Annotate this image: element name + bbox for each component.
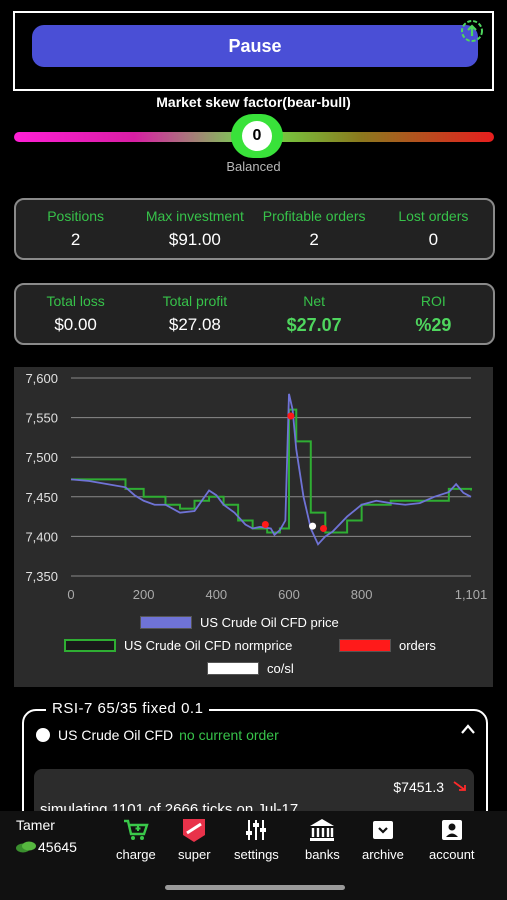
skew-status: Balanced <box>226 159 281 174</box>
legend-swatch-orders <box>339 639 391 652</box>
user-name: Tamer <box>16 817 55 833</box>
series-line-normprice <box>71 408 472 534</box>
coin-balance: 45645 <box>38 839 77 855</box>
stat-value: %29 <box>415 314 452 335</box>
skew-value: 0 <box>242 121 272 151</box>
order-point <box>319 524 327 532</box>
legend-item-normprice: US Crude Oil CFD normprice <box>64 638 292 653</box>
nav-account[interactable]: account <box>429 817 475 862</box>
nav-super[interactable]: super <box>178 817 211 862</box>
account-icon <box>441 820 462 840</box>
order-point <box>287 412 295 420</box>
legend-swatch-price <box>140 616 192 629</box>
order-point <box>261 521 269 529</box>
cart-icon <box>123 819 149 840</box>
price-chart-svg: 7,600 7,550 7,500 7,450 7,400 7,350 0 200 400 600… <box>25 371 488 602</box>
stat-value: $0.00 <box>54 315 97 334</box>
y-tick-label: 7,350 <box>25 569 58 584</box>
x-tick-label: 800 <box>351 587 373 602</box>
stat-positions: Positions 2 <box>16 200 135 258</box>
stat-total-loss: Total loss $0.00 <box>16 285 135 343</box>
x-tick-label: 200 <box>133 587 155 602</box>
legend-swatch-cosl <box>207 662 259 675</box>
stat-label: Total loss <box>46 293 105 309</box>
stat-lost-orders: Lost orders 0 <box>374 200 493 258</box>
nav-banks[interactable]: banks <box>305 817 340 862</box>
stat-label: Max investment <box>145 208 244 224</box>
instrument-name: US Crude Oil CFD <box>58 727 174 743</box>
control-frame: Pause <box>13 11 494 91</box>
legend-label: orders <box>399 638 436 653</box>
stat-label: ROI <box>420 292 446 309</box>
legend-label: co/sl <box>267 661 294 676</box>
archive-icon <box>372 821 393 839</box>
legend-label: US Crude Oil CFD price <box>200 615 339 630</box>
nav-archive[interactable]: archive <box>362 817 404 862</box>
legend-item-orders: orders <box>339 638 436 653</box>
legend-item-price: US Crude Oil CFD price <box>140 615 339 630</box>
current-price: $7451.3 <box>393 779 444 795</box>
x-tick-label: 400 <box>205 587 227 602</box>
nav-label: archive <box>362 847 404 862</box>
stat-max-investment: Max investment $91.00 <box>135 200 254 258</box>
pause-button[interactable]: Pause <box>32 25 478 67</box>
stat-value: 2 <box>70 230 81 249</box>
skew-title: Market skew factor(bear-bull) <box>156 94 351 110</box>
stat-label: Total profit <box>162 293 228 309</box>
stat-roi: ROI %29 <box>374 285 493 343</box>
trend-down-arrow-icon <box>453 781 466 791</box>
stat-value: 0 <box>428 230 439 249</box>
legend-swatch-normprice <box>64 639 116 652</box>
x-tick-label: 600 <box>278 587 300 602</box>
stat-label: Positions <box>47 208 105 224</box>
stat-label: Net <box>303 292 326 309</box>
series-line-price <box>70 393 472 546</box>
stat-value: $27.07 <box>286 314 342 335</box>
home-indicator[interactable] <box>165 885 345 890</box>
y-tick-label: 7,400 <box>25 529 58 544</box>
stat-profitable-orders: Profitable orders 2 <box>255 200 374 258</box>
super-badge-icon <box>183 819 206 842</box>
chevron-up-icon[interactable] <box>460 723 476 735</box>
stat-total-profit: Total profit $27.08 <box>135 285 254 343</box>
y-tick-label: 7,500 <box>25 450 58 465</box>
coins-icon <box>16 841 36 853</box>
stat-net: Net $27.07 <box>255 285 374 343</box>
user-coins: 45645 <box>16 839 77 855</box>
sliders-icon <box>246 820 267 840</box>
y-tick-label: 7,450 <box>25 490 58 505</box>
x-tick-label: 1,101 <box>455 587 488 602</box>
stat-label: Profitable orders <box>262 208 366 224</box>
nav-label: banks <box>305 847 340 862</box>
price-chart[interactable]: 7,600 7,550 7,500 7,450 7,400 7,350 0 200 400 600… <box>14 367 493 687</box>
nav-label: super <box>178 847 211 862</box>
bottom-nav-bar: Tamer 45645 charge super settings <box>0 811 507 900</box>
upload-icon[interactable] <box>460 19 484 43</box>
order-status: no current order <box>179 727 279 743</box>
stat-value: $91.00 <box>168 230 221 249</box>
bank-icon <box>310 819 335 841</box>
profit-stats-panel: Total loss $0.00 Total profit $27.08 Net… <box>14 283 495 345</box>
x-tick-label: 0 <box>67 587 74 602</box>
legend-label: US Crude Oil CFD normprice <box>124 638 293 653</box>
legend-item-cosl: co/sl <box>207 661 294 676</box>
nav-label: account <box>429 847 475 862</box>
y-tick-label: 7,600 <box>25 371 58 386</box>
y-tick-label: 7,550 <box>25 411 58 426</box>
strategy-title: RSI-7 65/35 fixed 0.1 <box>46 700 210 717</box>
skew-slider-knob[interactable]: 0 <box>231 114 283 158</box>
cosl-point <box>309 522 317 530</box>
nav-label: settings <box>234 847 279 862</box>
stat-value: 2 <box>309 230 319 249</box>
status-dot-icon <box>36 728 50 742</box>
strategy-instrument-row[interactable]: US Crude Oil CFD no current order <box>36 727 279 743</box>
nav-settings[interactable]: settings <box>234 817 279 862</box>
stat-label: Lost orders <box>398 208 469 224</box>
order-stats-panel: Positions 2 Max investment $91.00 Profit… <box>14 198 495 260</box>
nav-charge[interactable]: charge <box>116 817 156 862</box>
nav-label: charge <box>116 847 156 862</box>
stat-value: $27.08 <box>168 315 221 334</box>
